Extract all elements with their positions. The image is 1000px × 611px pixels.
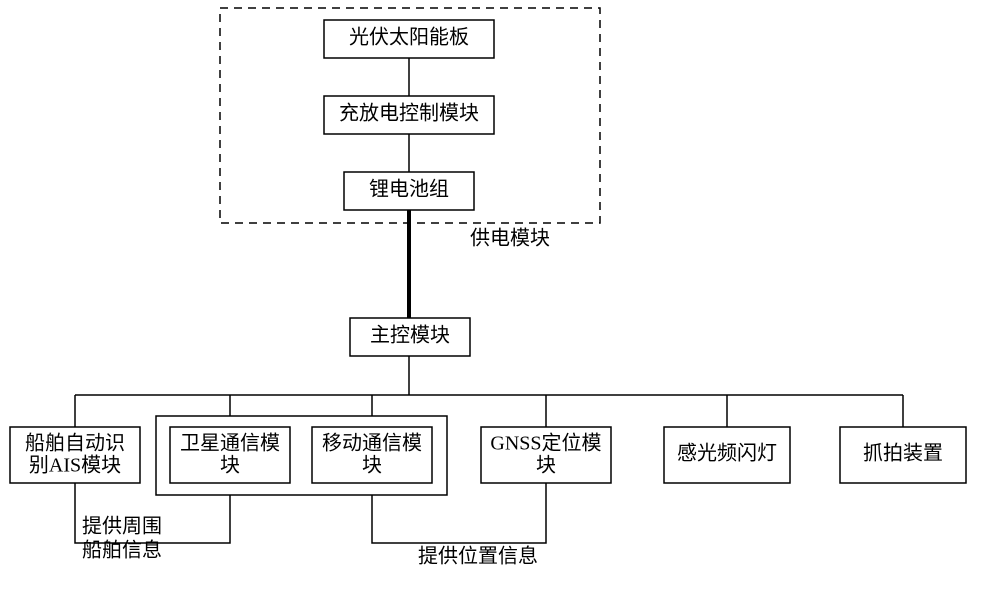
charge-controller-label: 充放电控制模块 <box>339 102 479 125</box>
gnss-label-l2: 块 <box>536 454 556 477</box>
sat-comm-label-l1: 卫星通信模 <box>180 432 280 455</box>
system-block-diagram: 光伏太阳能板 充放电控制模块 锂电池组 供电模块 主控模块 船舶自动识 别AIS… <box>0 0 1000 611</box>
pv-panel-label: 光伏太阳能板 <box>349 26 469 49</box>
mobile-comm-label-l1: 移动通信模 <box>322 432 422 455</box>
battery-label: 锂电池组 <box>369 178 449 201</box>
ais-label-l2: 别AIS模块 <box>29 454 121 477</box>
main-controller-label: 主控模块 <box>370 324 450 347</box>
gnss-label-l1: GNSS定位模 <box>490 432 601 455</box>
ais-note-l1: 提供周围 <box>82 515 162 538</box>
ais-note-l2: 船舶信息 <box>82 539 162 562</box>
light-label: 感光频闪灯 <box>677 442 777 465</box>
camera-label: 抓拍装置 <box>863 442 943 465</box>
ais-label-l1: 船舶自动识 <box>25 432 125 455</box>
gnss-note: 提供位置信息 <box>418 545 538 568</box>
sat-comm-label-l2: 块 <box>220 454 240 477</box>
mobile-comm-label-l2: 块 <box>362 454 382 477</box>
power-module-label: 供电模块 <box>470 227 550 250</box>
